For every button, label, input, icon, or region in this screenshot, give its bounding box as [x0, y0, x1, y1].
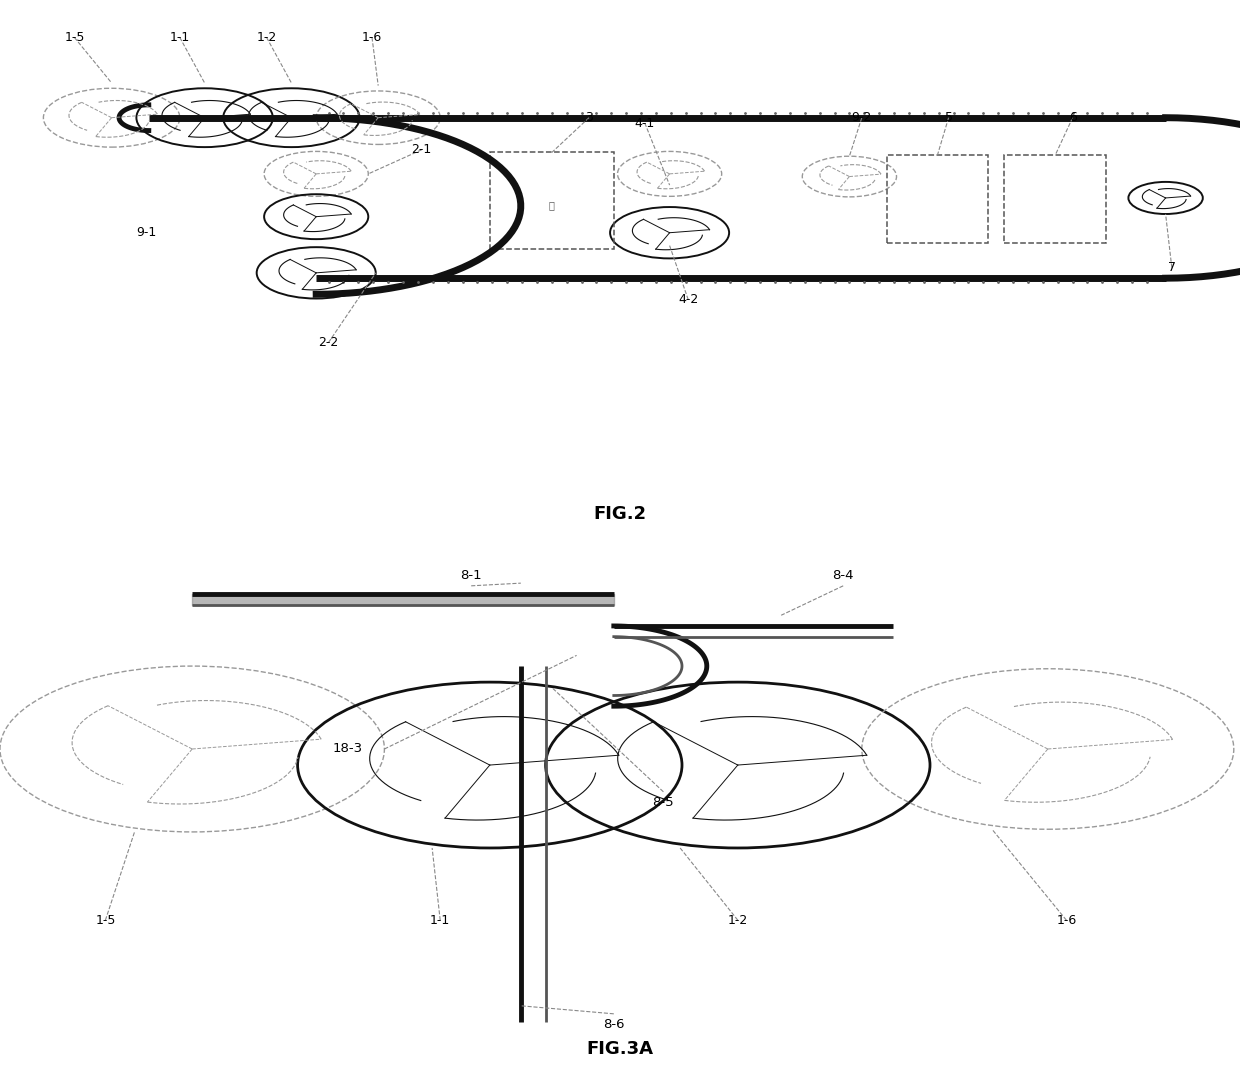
Text: 8-1: 8-1 [460, 568, 482, 582]
Text: 18-3: 18-3 [332, 743, 362, 755]
Text: 1-2: 1-2 [728, 914, 748, 927]
Text: 2-1: 2-1 [412, 143, 432, 156]
Text: 8-6: 8-6 [603, 1018, 625, 1031]
Text: 1-1: 1-1 [430, 914, 450, 927]
Text: 1-6: 1-6 [362, 31, 382, 44]
Text: 1-2: 1-2 [257, 31, 277, 44]
Text: 4-1: 4-1 [635, 117, 655, 129]
Text: 9-1: 9-1 [136, 226, 156, 240]
Text: 7: 7 [1168, 261, 1176, 274]
Text: 3: 3 [585, 111, 593, 124]
Bar [490, 152, 614, 248]
Bar [1004, 155, 1106, 243]
Text: 1-1: 1-1 [170, 31, 190, 44]
Text: FIG.3A: FIG.3A [587, 1040, 653, 1057]
Text: 6: 6 [1069, 111, 1076, 124]
Text: 1-5: 1-5 [95, 914, 115, 927]
Text: 1-5: 1-5 [64, 31, 84, 44]
Text: 8-4: 8-4 [832, 568, 854, 582]
Text: 人: 人 [549, 200, 554, 211]
Text: 2-2: 2-2 [319, 336, 339, 349]
Text: FIG.2: FIG.2 [594, 505, 646, 522]
Bar [887, 155, 988, 243]
Text: 1-6: 1-6 [1056, 914, 1076, 927]
Text: 8-5: 8-5 [652, 796, 675, 809]
Text: 5: 5 [945, 111, 952, 124]
Text: 9-2: 9-2 [852, 111, 872, 124]
Text: 4-2: 4-2 [678, 293, 698, 306]
